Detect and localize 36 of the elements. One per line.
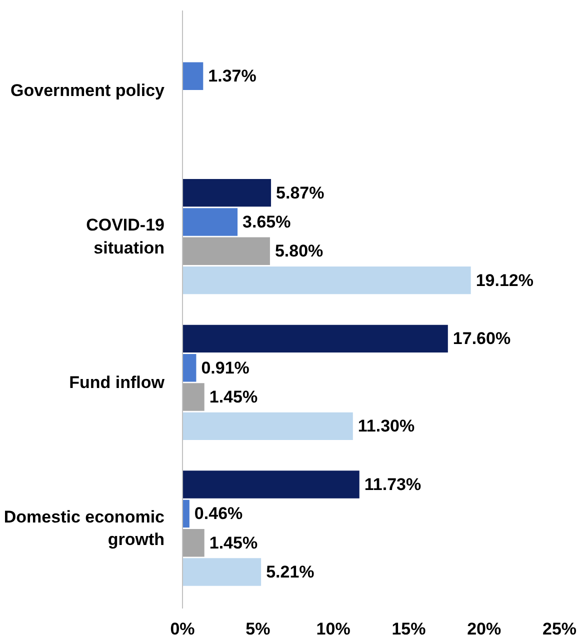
bar xyxy=(182,412,353,440)
data-label: 3.65% xyxy=(242,212,291,232)
y-tick-label: Government policy xyxy=(10,81,166,100)
data-label: 0.91% xyxy=(201,358,250,378)
x-tick-label: 15% xyxy=(392,620,426,638)
bar xyxy=(182,500,190,528)
x-tick-label: 10% xyxy=(316,620,350,638)
x-tick-label: 5% xyxy=(246,620,270,638)
data-label: 11.30% xyxy=(358,416,415,436)
bar xyxy=(182,383,204,411)
data-label: 0.46% xyxy=(194,504,243,524)
x-tick-label: 0% xyxy=(170,620,195,638)
bar xyxy=(182,529,204,557)
data-label: 5.80% xyxy=(274,242,324,261)
x-tick-label: 25% xyxy=(542,620,577,638)
data-label: 11.73% xyxy=(364,475,422,494)
bar xyxy=(182,266,471,294)
bar xyxy=(182,324,448,353)
y-tick-label: Domestic economic growth xyxy=(4,507,165,550)
bar xyxy=(182,178,272,207)
data-label: 1.45% xyxy=(209,533,258,552)
data-label: 1.45% xyxy=(209,388,258,407)
bar xyxy=(182,558,262,586)
y-tick-label: Fund inflow xyxy=(69,372,166,392)
data-label: 19.12% xyxy=(476,270,534,290)
bar xyxy=(182,237,270,266)
x-tick-label: 20% xyxy=(467,620,502,638)
bar xyxy=(182,354,196,382)
data-label: 5.21% xyxy=(266,562,314,582)
bar xyxy=(182,470,360,498)
bar xyxy=(182,62,204,90)
data-label: 1.37% xyxy=(208,66,256,86)
y-tick-label: COVID-19 situation xyxy=(86,216,165,258)
data-label: 17.60% xyxy=(452,329,511,348)
data-label: 5.87% xyxy=(276,183,324,202)
bar xyxy=(182,208,238,236)
